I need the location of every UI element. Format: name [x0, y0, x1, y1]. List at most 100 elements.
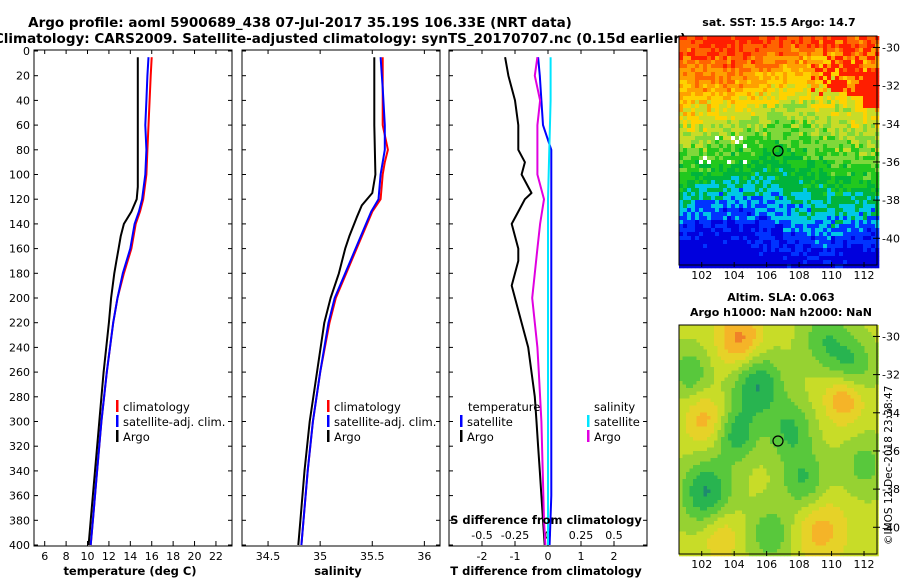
- sla-cell: [721, 398, 725, 403]
- sst-cell: [763, 180, 768, 185]
- sst-cell: [779, 216, 784, 221]
- sla-cell: [724, 342, 729, 347]
- sst-cell: [831, 212, 836, 217]
- sst-cell: [703, 136, 708, 141]
- sst-cell: [755, 140, 760, 145]
- sla-cell: [703, 398, 708, 403]
- sst-cell: [759, 88, 764, 93]
- sst-cell: [731, 76, 736, 81]
- x-tick-label: -1: [510, 550, 521, 563]
- sst-cell: [755, 192, 760, 197]
- sst-cell: [807, 148, 812, 153]
- sla-cell: [805, 430, 809, 434]
- sla-cell: [766, 356, 771, 361]
- sst-cell: [819, 168, 824, 173]
- sla-cell: [812, 412, 816, 417]
- sst-cell: [839, 116, 844, 121]
- sst-cell: [867, 140, 872, 145]
- sst-cell: [779, 220, 784, 225]
- sst-cell: [683, 168, 688, 173]
- sst-cell: [847, 36, 852, 41]
- sst-cell: [791, 204, 796, 209]
- sst-cell: [711, 184, 716, 189]
- sst-cell: [839, 144, 844, 149]
- sla-cell: [787, 363, 792, 368]
- sla-cell: [714, 402, 718, 406]
- sla-cell: [735, 335, 739, 340]
- sst-cell: [851, 204, 856, 209]
- sst-cell: [707, 60, 712, 65]
- sla-cell: [805, 402, 809, 406]
- sst-cell: [771, 112, 776, 117]
- sla-cell: [721, 433, 725, 438]
- sst-cell: [843, 64, 848, 69]
- sla-cell: [871, 328, 876, 333]
- sla-cell: [808, 409, 813, 413]
- sst-cell: [775, 108, 780, 113]
- sla-cell: [826, 377, 830, 382]
- sst-cell: [751, 56, 756, 61]
- sst-cell: [699, 244, 704, 249]
- sst-cell: [703, 56, 708, 61]
- sla-cell: [710, 391, 715, 396]
- sst-cell: [763, 184, 768, 189]
- sla-cell: [696, 395, 701, 399]
- sst-cell: [703, 264, 708, 269]
- sla-cell: [777, 381, 781, 385]
- sla-cell: [773, 423, 778, 427]
- sst-cell: [795, 132, 800, 137]
- sst-cell: [795, 172, 800, 177]
- sst-cell: [863, 248, 868, 253]
- sst-cell: [727, 52, 732, 57]
- sst-cell: [779, 44, 784, 49]
- sla-cell: [801, 332, 806, 336]
- sla-cell: [861, 328, 865, 333]
- sst-cell: [831, 208, 836, 213]
- sla-cell: [752, 412, 757, 417]
- sla-cell: [854, 430, 858, 434]
- sla-cell: [801, 402, 806, 406]
- sla-cell: [819, 356, 823, 361]
- sst-cell: [843, 256, 848, 261]
- sst-cell: [735, 128, 740, 133]
- sst-cell: [767, 236, 772, 241]
- sla-cell: [868, 367, 872, 371]
- sla-cell: [682, 325, 687, 329]
- sst-cell: [835, 124, 840, 129]
- sst-cell: [867, 44, 872, 49]
- sst-cell: [723, 260, 728, 265]
- sst-cell: [871, 264, 876, 269]
- sst-cell: [759, 144, 764, 149]
- sla-cell: [710, 325, 715, 329]
- sla-cell: [735, 388, 739, 392]
- sst-cell: [695, 148, 700, 153]
- sla-cell: [696, 325, 701, 329]
- sst-cell: [815, 196, 820, 201]
- sla-cell: [794, 409, 799, 413]
- sla-cell: [693, 363, 697, 368]
- sst-cell: [683, 124, 688, 129]
- sst-cell: [871, 64, 876, 69]
- sla-cell: [752, 402, 757, 406]
- sst-cell: [831, 116, 836, 121]
- sst-cell: [823, 140, 828, 145]
- sla-cell: [714, 353, 718, 357]
- sst-cell: [751, 200, 756, 205]
- sla-cell: [801, 342, 806, 347]
- sst-cell: [751, 104, 756, 109]
- sla-cell: [707, 416, 711, 420]
- sla-cell: [766, 367, 771, 371]
- sla-cell: [689, 430, 694, 434]
- sst-cell: [831, 76, 836, 81]
- sst-cell: [735, 236, 740, 241]
- sst-cell: [851, 248, 856, 253]
- sla-cell: [868, 374, 872, 378]
- sst-cell: [839, 96, 844, 101]
- x-tick-label: 34.5: [256, 550, 281, 563]
- sst-cell: [711, 260, 716, 265]
- sst-cell: [683, 44, 688, 49]
- sla-cell: [710, 430, 715, 434]
- depth-tick-label: 360: [9, 490, 30, 503]
- sst-cell: [679, 252, 684, 257]
- sla-cell: [742, 391, 746, 396]
